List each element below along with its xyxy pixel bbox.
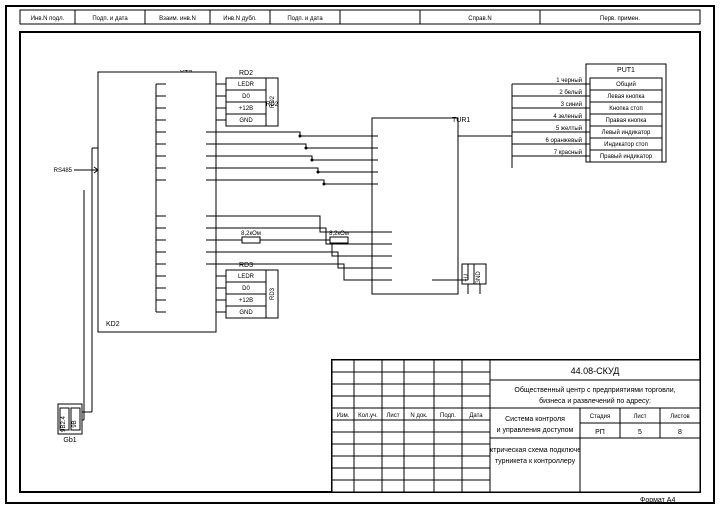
pin-label: GND (239, 118, 253, 124)
svg-text:9B2.4: 9B2.4 (61, 416, 67, 432)
label: PUT1 (617, 67, 635, 74)
label: 5 желтый (556, 125, 582, 132)
header-cell: Справ.N (468, 16, 491, 22)
label: TUR1 (452, 117, 470, 124)
header-cell: Инв.N дубл. (223, 16, 257, 22)
header-cell: Инв.N подл. (31, 16, 65, 22)
pin-label: +12B (239, 106, 253, 112)
label: Gb1 (63, 437, 76, 444)
label: Дата (469, 413, 483, 419)
header-cell: Подп. и дата (92, 16, 128, 22)
svg-text:GND: GND (476, 271, 482, 285)
header-cell: Подп. и дата (287, 16, 323, 22)
doc-code: 44.08-СКУД (571, 366, 620, 376)
label: Подп. (440, 413, 456, 419)
label: Стадия (590, 414, 610, 420)
label: Общественный центр с предприятиями торго… (514, 386, 675, 394)
label: KD2 (106, 321, 120, 328)
label: 3 синий (561, 101, 582, 108)
label: Индикатор стоп (604, 142, 648, 148)
label: Правый индикатор (600, 153, 653, 160)
label: Изм. (337, 413, 350, 419)
label: Левая кнопка (607, 94, 645, 100)
svg-text:+U: +U (464, 274, 470, 282)
pin-label: D0 (242, 94, 250, 100)
header-cell: Взаим. инв.N (159, 16, 196, 22)
svg-text:9B: 9B (72, 420, 78, 427)
label: Формат А4 (640, 497, 675, 504)
pin-label: LEDR (238, 82, 255, 88)
pin-label: D0 (242, 286, 250, 292)
label: Листов (670, 414, 690, 420)
block-title: RD3 (239, 262, 253, 269)
svg-text:RD2: RD2 (270, 95, 276, 108)
label: 8,2кОм (329, 231, 349, 237)
label: Кол.уч. (358, 413, 378, 419)
label: Система контроля (505, 416, 565, 423)
label: Левый индикатор (602, 129, 651, 136)
label: N док. (410, 413, 427, 419)
pin-label: +12B (239, 298, 253, 304)
label: Электрическая схема подключения (477, 447, 593, 454)
label: 5 (638, 429, 642, 436)
label: 1 черный (556, 77, 582, 84)
label: 6 оранжевый (545, 137, 582, 144)
label: RS485 (54, 168, 73, 174)
label: 8 (678, 429, 682, 436)
label: Правая кнопка (606, 118, 648, 124)
label: 7 красный (554, 149, 582, 156)
label: Лист (633, 414, 646, 420)
label: и управления доступом (497, 427, 574, 434)
pin-label: GND (239, 310, 253, 316)
label: Лист (386, 413, 399, 419)
label: 8,2кОм (241, 231, 261, 237)
pin-label: LEDR (238, 274, 255, 280)
label: Общий (616, 81, 636, 88)
block-title: RD2 (239, 70, 253, 77)
label: Кнопка стоп (609, 106, 642, 112)
label: 2 белый (559, 89, 582, 96)
label: 4 зеленый (553, 113, 582, 120)
label: турникета к контроллеру (495, 458, 576, 465)
svg-text:RD3: RD3 (270, 287, 276, 300)
header-cell: Перв. примен. (600, 16, 640, 22)
label: РП (595, 429, 605, 436)
label: бизнеса и развлечений по адресу: (539, 397, 651, 405)
